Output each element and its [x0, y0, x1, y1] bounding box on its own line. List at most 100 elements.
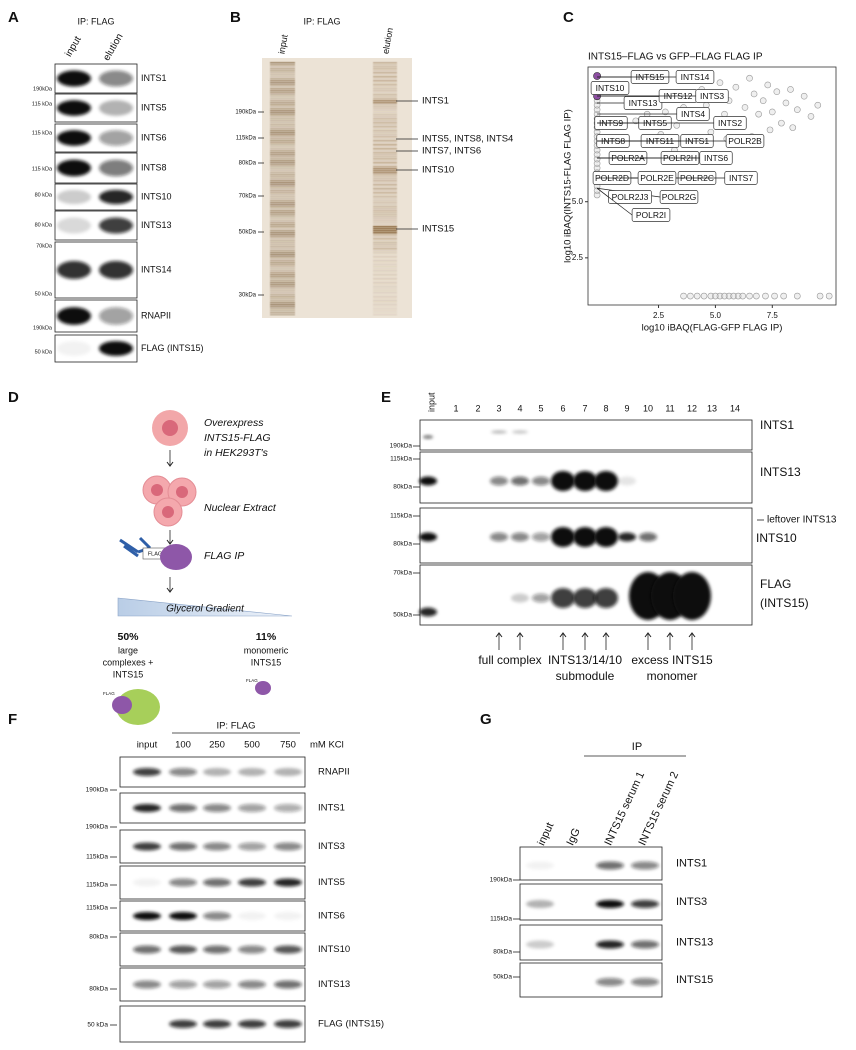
gel-band [373, 96, 397, 98]
band [274, 804, 302, 812]
point [741, 104, 749, 111]
gel-band [270, 238, 295, 240]
gel-band [270, 292, 295, 294]
gel-band [373, 166, 397, 168]
band [596, 861, 624, 870]
lane-label: 4 [517, 403, 522, 413]
gel-band [373, 84, 397, 86]
band [274, 912, 302, 920]
lane-label: input [535, 821, 556, 848]
point [730, 292, 737, 300]
size-marker: 190kDa [235, 110, 256, 116]
gel-band [373, 212, 397, 214]
chart-title: INTS15–FLAG vs GFP–FLAG FLAG IP [588, 52, 763, 63]
lane-label: 12 [687, 403, 697, 413]
annotation-box [676, 107, 710, 121]
gel-band [373, 282, 397, 284]
gel-band [373, 292, 397, 294]
band [133, 804, 161, 812]
band [419, 476, 437, 486]
gel-band [373, 178, 397, 180]
gel-band [270, 144, 295, 146]
size-marker: 115 kDa [32, 166, 53, 172]
gel-band [270, 262, 295, 264]
gel-band [373, 252, 397, 254]
gel-band [270, 170, 295, 172]
panel-title: IP: FLAG [303, 16, 340, 26]
lane-label: 10 [643, 403, 653, 413]
band [274, 842, 302, 851]
gel-band [270, 202, 295, 204]
gel-band [270, 150, 295, 152]
gel-band [373, 218, 397, 220]
lane-label: 100 [175, 740, 191, 751]
gel-band [270, 302, 295, 304]
gel-band [373, 150, 397, 152]
protein [112, 696, 132, 714]
band [203, 804, 231, 812]
annotation: POLR2I [636, 210, 666, 220]
gel-band [270, 100, 295, 102]
blot-label: INTS8 [141, 162, 167, 172]
size-marker: 190kDa [390, 443, 413, 450]
gel-band [373, 306, 397, 308]
band [203, 842, 231, 851]
gel-band [373, 180, 397, 182]
gel-band [270, 68, 295, 70]
gel-band [373, 162, 397, 164]
gel-band [373, 288, 397, 290]
annotation: INTS14 [681, 72, 710, 82]
x-tick-label: 5.0 [710, 311, 722, 320]
gel-band [270, 92, 295, 94]
band [532, 476, 550, 486]
step-text: Nuclear Extract [204, 502, 277, 514]
blot-label: INTS13 [760, 465, 801, 479]
gel-band [270, 260, 295, 262]
band [551, 527, 575, 547]
gel-band [270, 78, 295, 80]
percent: 50% [117, 631, 139, 643]
point [593, 72, 602, 80]
lane-label: elution [380, 27, 394, 55]
gel-band [270, 268, 295, 270]
arrow-head [166, 539, 174, 545]
gel-band [270, 234, 295, 236]
gel-band [270, 194, 295, 196]
point [753, 292, 760, 300]
gel-band [373, 188, 397, 190]
gel-band [270, 192, 295, 194]
gel-band [373, 304, 397, 306]
unit-label: mM KCl [310, 740, 344, 751]
gel-band [373, 66, 397, 68]
annotation-box [725, 134, 765, 148]
band [57, 217, 91, 234]
point [734, 292, 742, 300]
gel-band [270, 172, 295, 174]
gel-band [373, 140, 397, 142]
annotation: INTS13 [629, 98, 658, 108]
point [716, 292, 724, 300]
lane-label: 13 [707, 403, 717, 413]
blot-label: INTS10 [318, 944, 350, 955]
gel-band [373, 226, 397, 228]
band [169, 804, 197, 812]
blot-label: INTS13 [141, 220, 172, 230]
point [807, 113, 815, 120]
gel-band [373, 138, 397, 140]
gel-band [270, 248, 295, 250]
band [57, 307, 91, 325]
gel-band [373, 124, 397, 126]
gel-band [373, 112, 397, 114]
gel-band [270, 230, 295, 232]
gel-band [373, 268, 397, 270]
group-label: full complex [478, 653, 541, 667]
gel-band [373, 62, 397, 64]
band [238, 912, 266, 920]
point [759, 97, 767, 104]
y-tick-label: 2.5 [572, 253, 584, 262]
gel-band [373, 198, 397, 200]
annotation-box [590, 81, 630, 95]
gel-band [270, 196, 295, 198]
point [771, 292, 778, 300]
